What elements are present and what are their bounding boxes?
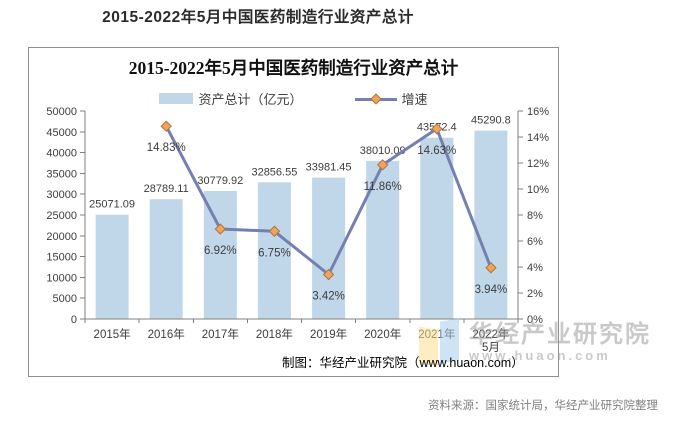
left-axis-label: 45000 bbox=[46, 127, 77, 139]
legend-growth-label: 增速 bbox=[401, 92, 428, 107]
legend-assets-label: 资产总计（亿元） bbox=[198, 92, 303, 107]
bar bbox=[203, 191, 237, 319]
bar-series: 25071.09 28789.11 30779.92 32856.55 33981.45… bbox=[89, 115, 511, 319]
axis-tick-labels: 0 5000 10000 15000 20000 25000 30000 35000 40000… bbox=[46, 106, 549, 354]
category-label: 2015年 bbox=[94, 327, 131, 341]
bar-swatch-icon bbox=[159, 93, 194, 104]
diamond-marker-icon bbox=[322, 268, 335, 281]
growth-value-label: 6.75% bbox=[258, 247, 291, 259]
right-axis-label: 4% bbox=[527, 262, 543, 274]
right-axis-label: 16% bbox=[527, 106, 549, 118]
category-label: 2019年 bbox=[310, 327, 347, 341]
right-axis-label: 0% bbox=[527, 314, 543, 326]
chart-plot: 25071.09 28789.11 30779.92 32856.55 33981.45… bbox=[46, 106, 549, 354]
growth-value-label: 14.63% bbox=[417, 145, 456, 157]
growth-value-label: 6.92% bbox=[204, 245, 237, 257]
left-axis-label: 20000 bbox=[46, 231, 77, 243]
diamond-marker-icon bbox=[431, 123, 443, 135]
bar bbox=[420, 137, 454, 319]
category-label: 2016年 bbox=[148, 327, 185, 341]
bar-value-label: 28789.11 bbox=[144, 183, 189, 195]
category-label: 2017年 bbox=[202, 327, 239, 341]
chart-credit: 制图：华经产业研究院（www.huaon.com） bbox=[282, 356, 524, 370]
category-label: 2021年 bbox=[418, 327, 455, 341]
left-axis-label: 40000 bbox=[46, 148, 77, 160]
left-axis-label: 25000 bbox=[46, 210, 77, 222]
left-axis-label: 0 bbox=[71, 314, 77, 326]
category-label: 2018年 bbox=[256, 327, 293, 341]
left-axis-label: 35000 bbox=[46, 168, 77, 180]
bar-value-label: 25071.09 bbox=[89, 199, 135, 211]
diamond-marker-icon bbox=[485, 262, 497, 274]
chart-title: 2015-2022年5月中国医药制造行业资产总计 bbox=[128, 58, 459, 78]
category-label: 5月 bbox=[482, 342, 500, 354]
right-axis-label: 2% bbox=[527, 288, 543, 300]
left-axis-label: 10000 bbox=[46, 272, 77, 284]
right-axis-label: 14% bbox=[527, 132, 549, 144]
right-axis-label: 6% bbox=[527, 236, 543, 248]
diamond-marker-icon bbox=[214, 223, 227, 235]
bar-value-label: 33981.45 bbox=[306, 162, 352, 174]
line-marker-icon bbox=[354, 92, 397, 105]
bar bbox=[257, 182, 291, 319]
category-label: 2020年 bbox=[364, 327, 401, 341]
bar-value-label: 38010.09 bbox=[360, 145, 406, 157]
right-axis-label: 8% bbox=[527, 210, 543, 222]
legend-item-assets: 资产总计（亿元） bbox=[159, 89, 303, 108]
chart-panel: 2015-2022年5月中国医药制造行业资产总计 资产总计（亿元） 增速 250… bbox=[28, 47, 649, 377]
bar bbox=[95, 214, 129, 319]
growth-value-label: 14.83% bbox=[147, 142, 186, 154]
source-note: 资料来源：国家统计局，华经产业研究院整理 bbox=[428, 400, 658, 412]
left-axis-label: 50000 bbox=[46, 106, 77, 118]
diamond-marker-icon bbox=[160, 120, 172, 132]
right-axis-label: 10% bbox=[527, 184, 549, 196]
growth-value-label: 3.42% bbox=[312, 291, 345, 303]
bar-value-label: 45290.8 bbox=[471, 115, 511, 127]
diamond-marker-icon bbox=[376, 159, 389, 171]
bar-value-label: 32856.55 bbox=[251, 166, 297, 178]
legend-item-growth: 增速 bbox=[354, 89, 428, 108]
bar-value-label: 30779.92 bbox=[197, 175, 243, 187]
page-title: 2015-2022年5月中国医药制造行业资产总计 bbox=[102, 9, 414, 26]
chart-legend: 资产总计（亿元） 增速 bbox=[29, 89, 558, 108]
bar bbox=[474, 130, 508, 319]
growth-value-label: 3.94% bbox=[475, 284, 508, 296]
growth-markers: 14.83% 6.92% 6.75% 3.42% 11.86% 14.63% 3.94% bbox=[147, 120, 508, 303]
bar bbox=[312, 177, 346, 319]
category-label: 2022年 bbox=[472, 327, 509, 341]
left-axis-label: 15000 bbox=[46, 252, 77, 264]
growth-value-label: 11.86% bbox=[364, 181, 402, 193]
bar bbox=[149, 199, 183, 319]
diamond-marker-icon bbox=[268, 225, 281, 237]
right-axis-label: 12% bbox=[527, 158, 549, 170]
left-axis-label: 30000 bbox=[46, 189, 77, 201]
left-axis-label: 5000 bbox=[53, 293, 77, 305]
